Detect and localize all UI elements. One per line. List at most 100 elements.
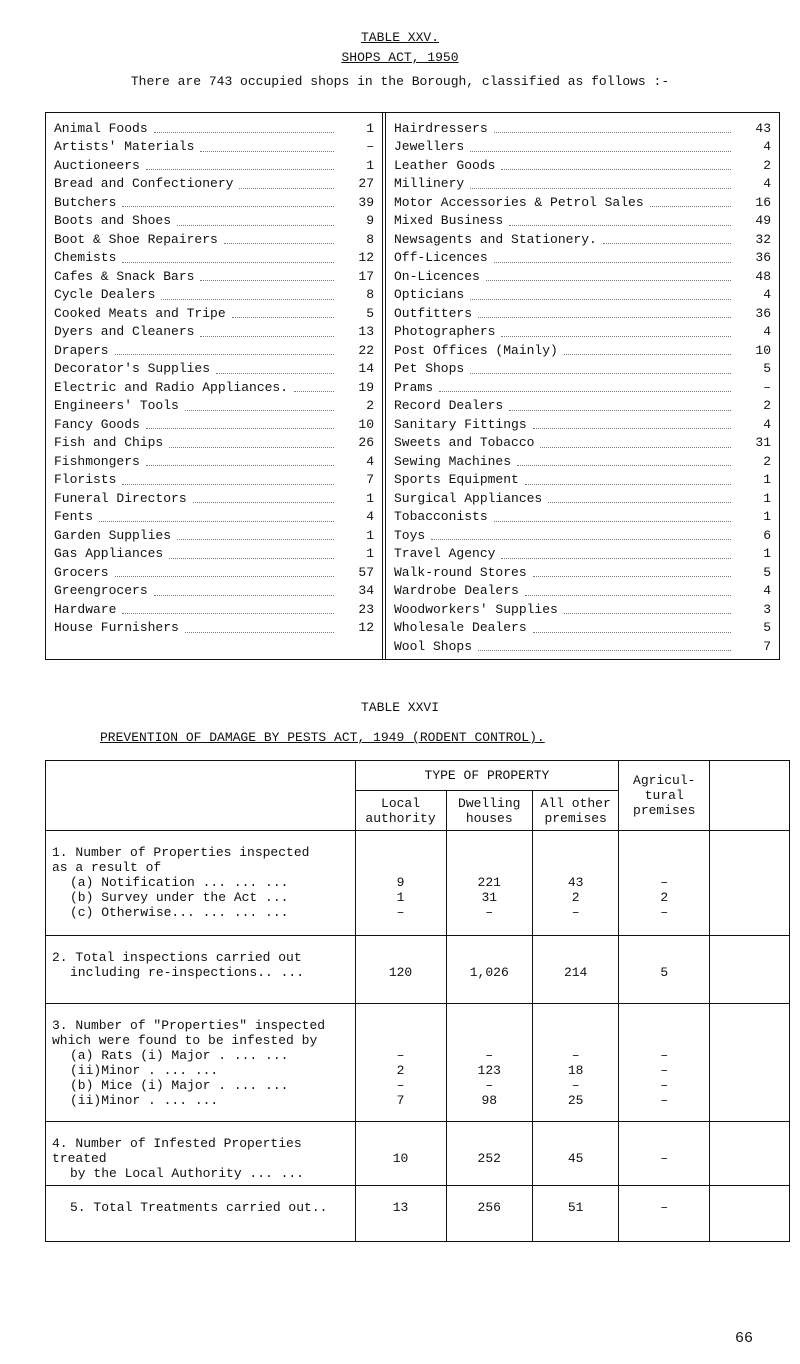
shop-count: 43 — [755, 120, 771, 136]
shop-row: Boots and Shoes 9 — [54, 212, 374, 231]
leader — [532, 623, 731, 633]
title: TABLE XXV. — [360, 30, 439, 45]
shop-row: Walk-round Stores 5 — [394, 563, 771, 582]
spacer — [539, 1033, 612, 1048]
shop-count: 7 — [763, 638, 771, 654]
leader — [216, 364, 334, 374]
shop-row: Leather Goods 2 — [394, 156, 771, 175]
shop-row: Grocers 57 — [54, 563, 374, 582]
value: – — [660, 1063, 669, 1078]
shop-name: House Furnishers — [54, 620, 179, 636]
value: – — [396, 1078, 405, 1093]
leader — [478, 641, 731, 652]
leader — [493, 123, 731, 134]
shop-row: Hairdressers 43 — [394, 119, 771, 138]
leader — [114, 567, 334, 578]
corner — [45, 760, 356, 831]
shop-count: 8 — [366, 287, 374, 303]
value: – — [571, 1078, 580, 1093]
value: 25 — [567, 1093, 584, 1108]
leader — [122, 197, 334, 208]
shop-name: Florists — [54, 472, 117, 488]
shop-count: 16 — [755, 194, 771, 210]
shop-row: Cooked Meats and Tripe 5 — [54, 304, 374, 323]
shop-row: Greengrocers 34 — [54, 582, 374, 601]
value: – — [571, 905, 580, 920]
section-label: 3. Number of "Properties" inspected which… — [45, 1003, 356, 1122]
shop-name: Boots and Shoes — [54, 213, 172, 229]
shop-count: 2 — [763, 398, 771, 414]
shop-row: Off-Licences 36 — [394, 249, 771, 268]
leader — [114, 345, 334, 356]
row-label: (ii)Minor . ... ... — [70, 1093, 219, 1108]
shop-count: 1 — [366, 490, 374, 506]
shop-row: Artists' Materials – — [54, 138, 374, 157]
shop-count: 36 — [755, 305, 771, 321]
shop-count: 4 — [763, 139, 771, 155]
leader — [439, 382, 731, 393]
intro: There are 743 occupied shops in the Boro… — [130, 74, 670, 89]
total-cell — [709, 830, 790, 936]
shop-count: 1 — [763, 509, 771, 525]
leader — [145, 160, 334, 171]
shop-row: Record Dealers 2 — [394, 397, 771, 416]
shop-count: 32 — [755, 231, 771, 247]
leader — [524, 475, 731, 485]
spacer — [625, 1136, 703, 1151]
value-cell: 252 — [445, 1121, 533, 1186]
shop-count: 1 — [366, 120, 374, 136]
row-label: (ii)Minor . ... ... — [70, 1063, 219, 1078]
spacer — [453, 860, 526, 875]
shop-row: Auctioneers 1 — [54, 156, 374, 175]
leader — [501, 549, 731, 559]
shop-count: – — [366, 139, 374, 155]
shop-row: Pet Shops 5 — [394, 360, 771, 379]
leader — [602, 234, 731, 245]
spacer — [362, 1136, 440, 1151]
shop-row: On-Licences 48 — [394, 267, 771, 286]
shop-name: Fishmongers — [54, 453, 140, 469]
row-label: by the Local Authority ... ... — [70, 1166, 305, 1181]
leader — [548, 493, 731, 504]
shop-count: 4 — [763, 583, 771, 599]
value-cell: 10 — [354, 1121, 447, 1186]
shop-count: 1 — [763, 472, 771, 488]
value: – — [660, 1078, 669, 1093]
value-cell: 1,026 — [445, 935, 533, 1004]
leader — [470, 142, 731, 152]
shop-count: 2 — [763, 157, 771, 173]
shop-row: Toys 6 — [394, 526, 771, 545]
section-heading: 2. Total inspections carried out — [52, 950, 302, 965]
shop-count: 4 — [763, 416, 771, 432]
leader — [231, 308, 334, 319]
leader — [161, 290, 334, 300]
shop-row: Wool Shops 7 — [394, 637, 771, 656]
spacer — [625, 1018, 703, 1033]
leader — [532, 419, 731, 430]
spacer — [539, 845, 612, 860]
value-cell: 214 — [531, 935, 620, 1004]
shop-row: Sweets and Tobacco 31 — [394, 434, 771, 453]
shop-name: Motor Accessories & Petrol Sales — [394, 194, 644, 210]
shop-count: 2 — [366, 398, 374, 414]
leader — [169, 549, 334, 559]
leader — [540, 438, 731, 448]
shop-name: Off-Licences — [394, 250, 488, 266]
spacer — [625, 860, 703, 875]
shop-name: Fancy Goods — [54, 416, 140, 432]
shop-row: Bread and Confectionery 27 — [54, 175, 374, 194]
shop-name: Animal Foods — [54, 120, 148, 136]
spacer — [539, 1136, 612, 1151]
shop-row: Butchers 39 — [54, 193, 374, 212]
value: 120 — [388, 965, 413, 980]
shop-count: 2 — [763, 453, 771, 469]
value: 7 — [396, 1093, 405, 1108]
leader — [145, 456, 334, 467]
shop-row: Wardrobe Dealers 4 — [394, 582, 771, 601]
leader — [470, 290, 731, 300]
shop-name: Hardware — [54, 601, 117, 617]
leader — [501, 160, 731, 171]
shop-name: Fents — [54, 509, 94, 525]
shop-name: Millinery — [394, 176, 465, 192]
shop-count: – — [763, 379, 771, 395]
